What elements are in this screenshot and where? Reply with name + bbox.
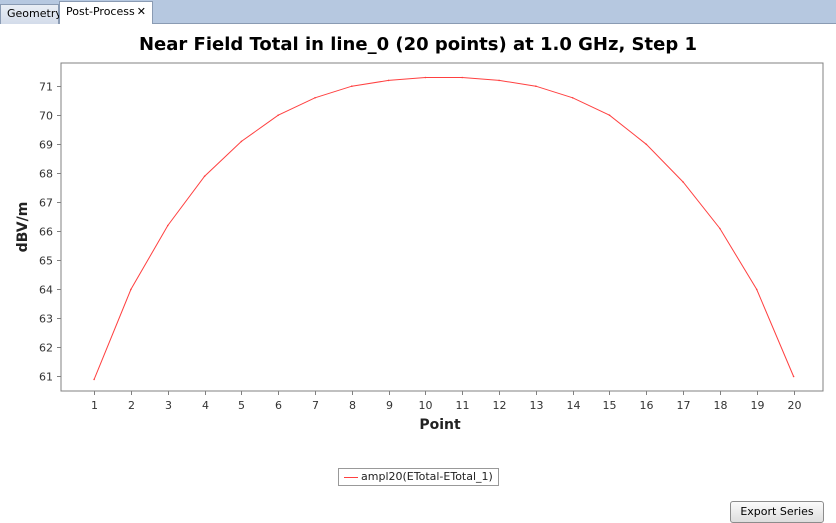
x-tick-label: 2	[128, 399, 135, 412]
x-tick-label: 8	[349, 399, 356, 412]
y-tick-label: 61	[39, 371, 53, 384]
data-point	[351, 85, 353, 87]
data-point	[93, 378, 95, 381]
x-tick-label: 16	[640, 399, 654, 412]
x-tick-label: 18	[714, 399, 728, 412]
y-axis-label: dBV/m	[15, 202, 31, 253]
data-point	[755, 288, 758, 291]
data-point	[240, 140, 243, 143]
x-tick-label: 10	[419, 399, 433, 412]
data-point	[167, 224, 169, 227]
x-tick-label: 9	[386, 399, 393, 412]
data-point	[424, 76, 427, 79]
data-point	[535, 85, 537, 87]
post-process-panel: 1 2 3 4 5 6 7 8 9 10 11 12 13 14 15 16 17 18 19 20 61 62 63 64 6…	[0, 24, 836, 523]
x-tick-label: 11	[456, 399, 470, 412]
legend-label: ampl20(ETotal-ETotal_1)	[361, 470, 493, 483]
legend-swatch	[344, 477, 358, 478]
x-tick-label: 12	[493, 399, 507, 412]
y-tick-label: 66	[39, 226, 53, 239]
data-point	[203, 175, 206, 177]
data-point	[461, 76, 464, 79]
y-tick-label: 69	[39, 139, 53, 152]
data-point	[130, 288, 132, 291]
x-tick-label: 15	[603, 399, 617, 412]
x-tick-label: 13	[530, 399, 544, 412]
y-tick-label: 65	[39, 255, 53, 268]
data-point	[792, 375, 795, 378]
plot-frame	[60, 62, 824, 392]
data-point	[498, 79, 500, 82]
tab-geometry-label: Geometry	[7, 7, 62, 20]
data-point	[608, 114, 611, 116]
data-point	[277, 114, 280, 116]
x-tick-label: 7	[312, 399, 319, 412]
close-icon[interactable]: ✕	[136, 5, 146, 18]
data-point	[387, 79, 390, 82]
x-tick-label: 6	[275, 399, 282, 412]
tab-geometry[interactable]: Geometry	[0, 4, 62, 24]
x-tick-label: 3	[165, 399, 172, 412]
data-point	[645, 143, 648, 146]
tab-bar: Geometry Post-Process ✕	[0, 0, 836, 24]
chart-legend: ampl20(ETotal-ETotal_1)	[338, 468, 499, 486]
chart-title: Near Field Total in line_0 (20 points) a…	[139, 34, 697, 55]
x-tick-label: 4	[202, 399, 209, 412]
data-point	[682, 181, 684, 183]
data-point	[571, 97, 574, 99]
x-tick-label: 1	[91, 399, 98, 412]
y-tick-label: 70	[39, 110, 53, 123]
y-tick-label: 68	[39, 168, 53, 181]
near-field-chart: 1 2 3 4 5 6 7 8 9 10 11 12 13 14 15 16 17 18 19 20616263646…	[15, 34, 824, 433]
data-point	[314, 97, 316, 99]
tab-post-process-label: Post-Process	[66, 5, 135, 18]
data-point	[719, 227, 721, 230]
x-tick-label: 17	[677, 399, 691, 412]
x-axis-label: Point	[419, 417, 461, 433]
y-tick-label: 62	[39, 342, 53, 355]
x-tick-label: 14	[567, 399, 581, 412]
y-tick-label: 63	[39, 313, 53, 326]
export-series-button[interactable]: Export Series	[730, 501, 824, 523]
x-tick-label: 20	[788, 399, 802, 412]
tab-post-process[interactable]: Post-Process ✕	[59, 1, 153, 24]
x-tick-label: 5	[238, 399, 245, 412]
y-tick-label: 64	[39, 284, 53, 297]
y-tick-label: 67	[39, 197, 53, 210]
x-tick-label: 19	[751, 399, 765, 412]
series-line	[93, 77, 795, 380]
y-tick-label: 71	[39, 81, 53, 94]
